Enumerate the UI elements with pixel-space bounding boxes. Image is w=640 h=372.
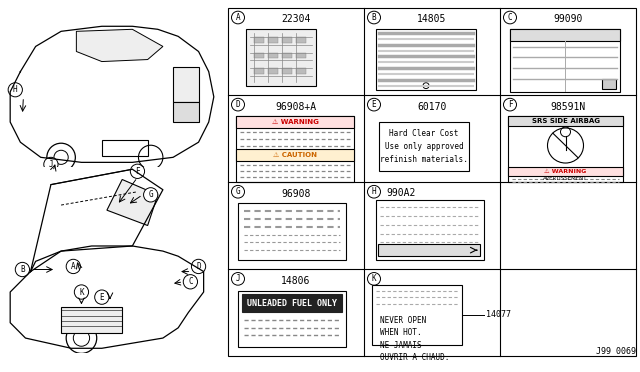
Text: AVERTISSEMENT: AVERTISSEMENT bbox=[543, 176, 588, 180]
Bar bbox=[378, 244, 480, 256]
Bar bbox=[236, 116, 354, 183]
Polygon shape bbox=[107, 179, 158, 225]
Text: H: H bbox=[13, 85, 17, 94]
Bar bbox=[61, 307, 122, 333]
Bar bbox=[238, 203, 346, 260]
Bar bbox=[510, 29, 620, 41]
Text: 14806: 14806 bbox=[282, 276, 310, 286]
Bar bbox=[102, 140, 148, 156]
Text: B: B bbox=[20, 265, 25, 274]
Circle shape bbox=[143, 187, 158, 202]
Text: F: F bbox=[508, 100, 512, 109]
Bar bbox=[282, 52, 292, 58]
Text: J: J bbox=[236, 275, 240, 283]
Text: UNLEADED FUEL ONLY: UNLEADED FUEL ONLY bbox=[247, 299, 337, 308]
Text: NEVER OPEN
WHEN HOT.
NE JAMAIS
OUVRIR A CHAUD.: NEVER OPEN WHEN HOT. NE JAMAIS OUVRIR A … bbox=[380, 316, 449, 362]
Bar bbox=[238, 291, 346, 347]
Bar bbox=[282, 37, 292, 43]
Bar bbox=[296, 37, 306, 43]
Text: 60170: 60170 bbox=[417, 102, 447, 112]
Bar bbox=[254, 37, 264, 43]
Bar bbox=[376, 199, 484, 260]
Bar bbox=[173, 67, 198, 102]
Text: 14805: 14805 bbox=[417, 15, 447, 25]
Circle shape bbox=[44, 157, 58, 171]
Bar bbox=[254, 52, 264, 58]
Circle shape bbox=[15, 262, 29, 277]
Text: Hard Clear Cost
Use only approved
refinish materials.: Hard Clear Cost Use only approved refini… bbox=[380, 129, 468, 164]
Circle shape bbox=[191, 259, 205, 274]
Bar bbox=[508, 167, 623, 176]
Text: SRS SIDE AIRBAG: SRS SIDE AIRBAG bbox=[531, 118, 600, 124]
Bar bbox=[296, 68, 306, 74]
Text: E: E bbox=[99, 293, 104, 302]
Text: ⚠ WARNING: ⚠ WARNING bbox=[544, 169, 587, 174]
Text: ⚠ WARNING: ⚠ WARNING bbox=[271, 119, 319, 125]
Bar bbox=[173, 102, 198, 122]
Text: 96908+A: 96908+A bbox=[275, 102, 317, 112]
Text: F: F bbox=[135, 167, 140, 176]
Polygon shape bbox=[76, 29, 163, 61]
Bar bbox=[379, 122, 469, 171]
Text: C: C bbox=[508, 13, 512, 22]
Bar bbox=[246, 29, 316, 86]
Circle shape bbox=[8, 83, 22, 97]
Bar bbox=[282, 68, 292, 74]
Bar bbox=[254, 68, 264, 74]
Text: A: A bbox=[71, 262, 76, 271]
Text: B: B bbox=[372, 13, 376, 22]
Text: 99090: 99090 bbox=[554, 15, 582, 25]
Circle shape bbox=[131, 164, 145, 179]
Text: ⚠ CAUTION: ⚠ CAUTION bbox=[273, 152, 317, 158]
Bar bbox=[372, 285, 462, 345]
Bar bbox=[510, 29, 620, 93]
Bar bbox=[236, 116, 354, 128]
Bar bbox=[236, 150, 354, 161]
Text: J99 0069: J99 0069 bbox=[596, 347, 636, 356]
Text: G: G bbox=[236, 187, 240, 196]
Bar bbox=[376, 29, 476, 90]
Circle shape bbox=[74, 285, 88, 299]
Circle shape bbox=[66, 259, 81, 274]
Text: 96908: 96908 bbox=[282, 189, 310, 199]
Bar bbox=[296, 52, 306, 58]
Bar bbox=[508, 116, 623, 126]
Bar bbox=[242, 294, 342, 312]
Text: 990A2: 990A2 bbox=[386, 188, 415, 198]
Text: K: K bbox=[79, 288, 84, 296]
Text: G: G bbox=[148, 190, 153, 199]
Circle shape bbox=[95, 290, 109, 304]
Bar bbox=[268, 37, 278, 43]
Bar bbox=[268, 52, 278, 58]
Text: D: D bbox=[196, 262, 201, 271]
Text: J: J bbox=[49, 160, 53, 169]
Text: E: E bbox=[372, 100, 376, 109]
Bar bbox=[268, 68, 278, 74]
Bar bbox=[508, 116, 623, 183]
Bar bbox=[228, 8, 636, 356]
Text: 14077: 14077 bbox=[486, 310, 511, 320]
Text: 98591N: 98591N bbox=[550, 102, 586, 112]
Text: D: D bbox=[236, 100, 240, 109]
Text: A: A bbox=[236, 13, 240, 22]
Text: H: H bbox=[372, 187, 376, 196]
Circle shape bbox=[183, 275, 198, 289]
Text: 22304: 22304 bbox=[282, 15, 310, 25]
Bar bbox=[602, 79, 616, 89]
Text: C: C bbox=[188, 277, 193, 286]
Text: K: K bbox=[372, 275, 376, 283]
